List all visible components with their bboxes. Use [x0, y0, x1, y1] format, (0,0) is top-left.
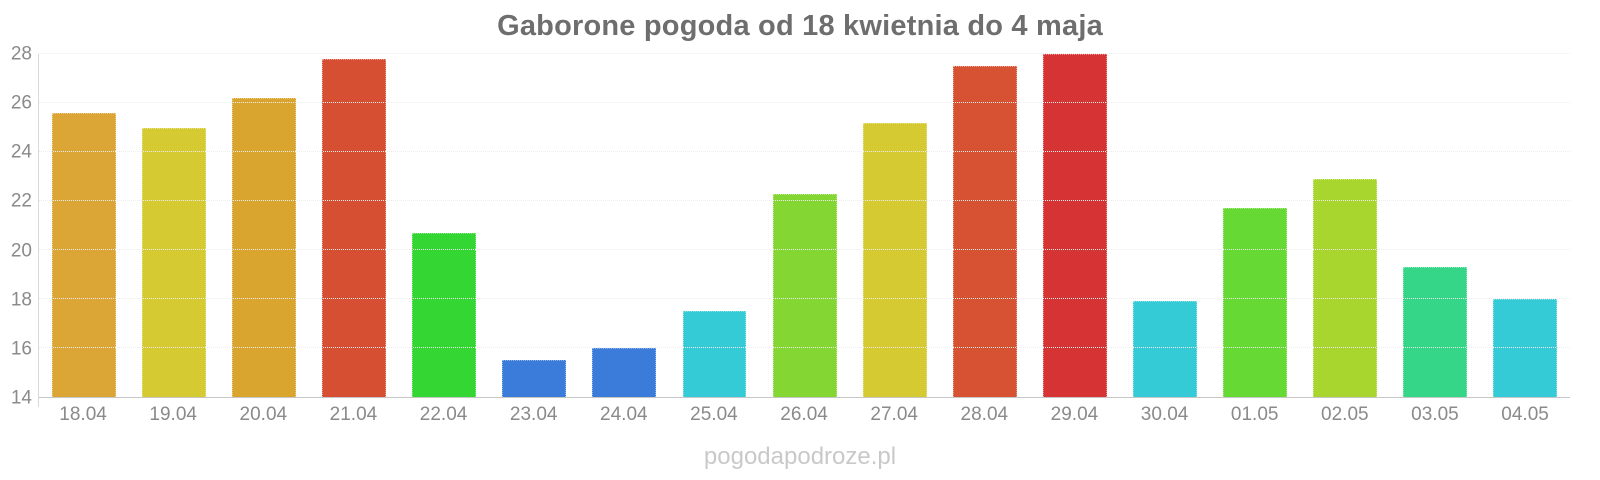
bar-slot [309, 54, 399, 397]
x-tick-label: 29.04 [1050, 404, 1099, 425]
bar-29.04[interactable] [1042, 54, 1107, 397]
y-tick-label: 22 [10, 190, 32, 212]
y-axis-labels: 14 16 18 20 22 24 26 28 [0, 45, 32, 408]
x-tick-label: 24.04 [600, 404, 648, 425]
y-tick-label: 26 [10, 92, 32, 114]
bar-slot [1390, 54, 1480, 397]
x-tick-label: 04.05 [1501, 404, 1549, 425]
bar-slot [1030, 54, 1120, 397]
bars [39, 54, 1570, 397]
y-tick-label: 28 [10, 43, 32, 65]
bar-slot [940, 54, 1030, 397]
bar-slot [219, 54, 309, 397]
gridline [39, 249, 1570, 250]
x-axis-labels: 18.04 19.04 20.04 21.04 22.04 23.04 24.04 25.04… [38, 404, 1570, 426]
bar-slot [1120, 54, 1210, 397]
x-tick-label: 28.04 [960, 404, 1009, 425]
x-tick-label: 03.05 [1411, 404, 1459, 425]
bar-19.04[interactable] [142, 127, 207, 397]
bar-30.04[interactable] [1132, 301, 1197, 397]
y-tick-label: 14 [10, 387, 32, 409]
chart-title: Gaborone pogoda od 18 kwietnia do 4 maja [497, 10, 1103, 42]
bar-slot [760, 54, 850, 397]
y-tick-label: 16 [10, 338, 32, 360]
bar-18.04[interactable] [52, 112, 116, 397]
bar-01.05[interactable] [1222, 208, 1287, 397]
gridline [39, 151, 1570, 152]
gridline [39, 53, 1570, 54]
gridline [39, 200, 1570, 201]
bar-22.04[interactable] [412, 232, 477, 397]
bar-26.04[interactable] [772, 193, 837, 397]
x-tick-label: 27.04 [870, 404, 918, 425]
x-tick-label: 21.04 [329, 404, 378, 425]
bar-slot [669, 54, 759, 397]
bar-27.04[interactable] [862, 122, 927, 397]
x-tick-label: 18.04 [59, 404, 107, 425]
x-tick-label: 26.04 [780, 404, 828, 425]
x-tick-label: 19.04 [149, 404, 197, 425]
bar-slot [579, 54, 669, 397]
x-tick-label: 22.04 [419, 404, 468, 425]
y-tick-label: 24 [10, 141, 32, 163]
gridline [39, 298, 1570, 299]
bar-slot [489, 54, 579, 397]
bar-28.04[interactable] [952, 66, 1017, 397]
watermark-text: pogodapodroze.pl [703, 443, 897, 470]
bar-23.04[interactable] [502, 360, 567, 397]
bar-slot [39, 54, 129, 397]
y-tick-label: 18 [10, 289, 32, 311]
bar-slot [129, 54, 219, 397]
x-tick-label: 02.05 [1321, 404, 1369, 425]
bar-25.04[interactable] [682, 311, 747, 397]
gridline [39, 102, 1570, 103]
x-tick-label: 01.05 [1230, 404, 1279, 425]
bar-slot [399, 54, 489, 397]
bar-20.04[interactable] [232, 98, 297, 397]
x-tick-label: 25.04 [690, 404, 738, 425]
bar-slot [1210, 54, 1300, 397]
x-tick-label: 20.04 [239, 404, 288, 425]
bar-21.04[interactable] [322, 58, 387, 397]
bar-slot [1480, 54, 1570, 397]
bar-02.05[interactable] [1312, 178, 1377, 397]
y-tick-label: 20 [10, 240, 32, 262]
bar-slot [1300, 54, 1390, 397]
gridline [39, 347, 1570, 348]
bar-24.04[interactable] [592, 348, 657, 397]
bar-slot [850, 54, 940, 397]
bar-04.05[interactable] [1493, 299, 1557, 397]
plot-area [38, 53, 1570, 407]
x-tick-label: 30.04 [1140, 404, 1189, 425]
x-tick-label: 23.04 [509, 404, 558, 425]
bar-03.05[interactable] [1403, 267, 1467, 397]
